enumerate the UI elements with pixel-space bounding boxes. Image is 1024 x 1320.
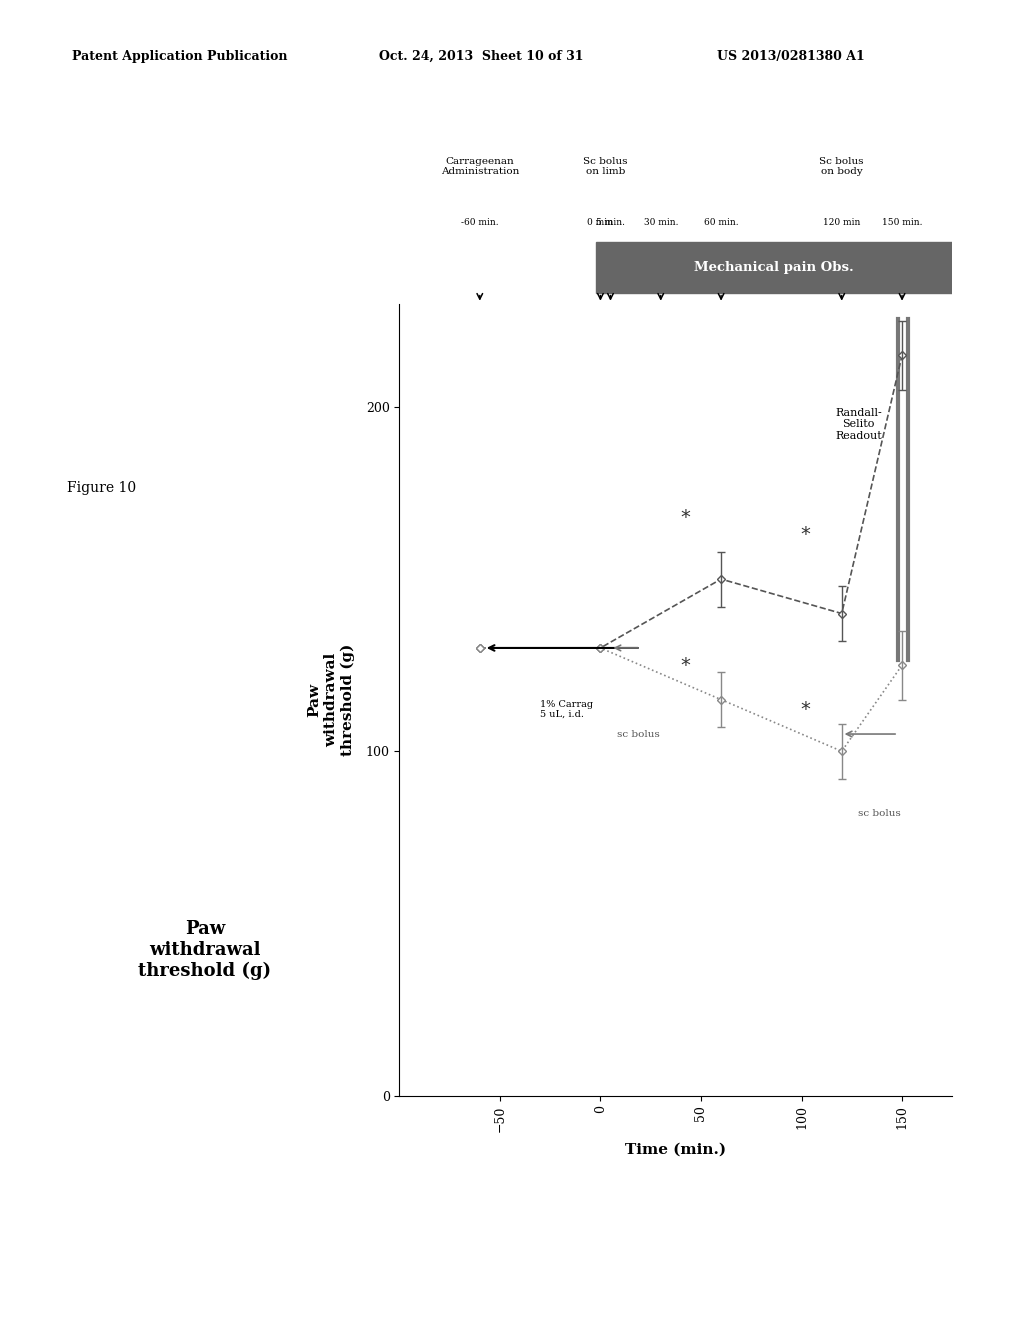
Text: 30 min.: 30 min. xyxy=(643,218,678,227)
Text: 0 min: 0 min xyxy=(588,218,613,227)
Text: US 2013/0281380 A1: US 2013/0281380 A1 xyxy=(717,50,864,63)
Text: sc bolus: sc bolus xyxy=(616,730,659,738)
Text: Sc bolus
on body: Sc bolus on body xyxy=(819,157,864,177)
Text: 60 min.: 60 min. xyxy=(703,218,738,227)
Text: Patent Application Publication: Patent Application Publication xyxy=(72,50,287,63)
Text: *: * xyxy=(801,525,810,544)
Text: Carrageenan
Administration: Carrageenan Administration xyxy=(440,157,519,177)
Text: Mechanical pain Obs.: Mechanical pain Obs. xyxy=(694,261,854,273)
Text: Randall-
Selito
Readout: Randall- Selito Readout xyxy=(836,408,882,441)
X-axis label: Time (min.): Time (min.) xyxy=(626,1143,726,1156)
Y-axis label: Paw
withdrawal
threshold (g): Paw withdrawal threshold (g) xyxy=(307,643,354,756)
Text: Oct. 24, 2013  Sheet 10 of 31: Oct. 24, 2013 Sheet 10 of 31 xyxy=(379,50,584,63)
Text: 120 min: 120 min xyxy=(823,218,860,227)
Text: *: * xyxy=(680,656,690,675)
Text: sc bolus: sc bolus xyxy=(858,809,900,817)
Text: Sc bolus
on limb: Sc bolus on limb xyxy=(584,157,628,177)
Text: 150 min.: 150 min. xyxy=(882,218,923,227)
Text: 1% Carrag
5 uL, i.d.: 1% Carrag 5 uL, i.d. xyxy=(540,700,593,719)
Text: Figure 10: Figure 10 xyxy=(67,482,136,495)
Bar xyxy=(596,242,952,293)
Text: *: * xyxy=(801,701,810,719)
Text: *: * xyxy=(680,508,690,527)
Text: -60 min.: -60 min. xyxy=(461,218,499,227)
Text: Paw
withdrawal
threshold (g): Paw withdrawal threshold (g) xyxy=(138,920,271,981)
Text: 5 min.: 5 min. xyxy=(596,218,625,227)
